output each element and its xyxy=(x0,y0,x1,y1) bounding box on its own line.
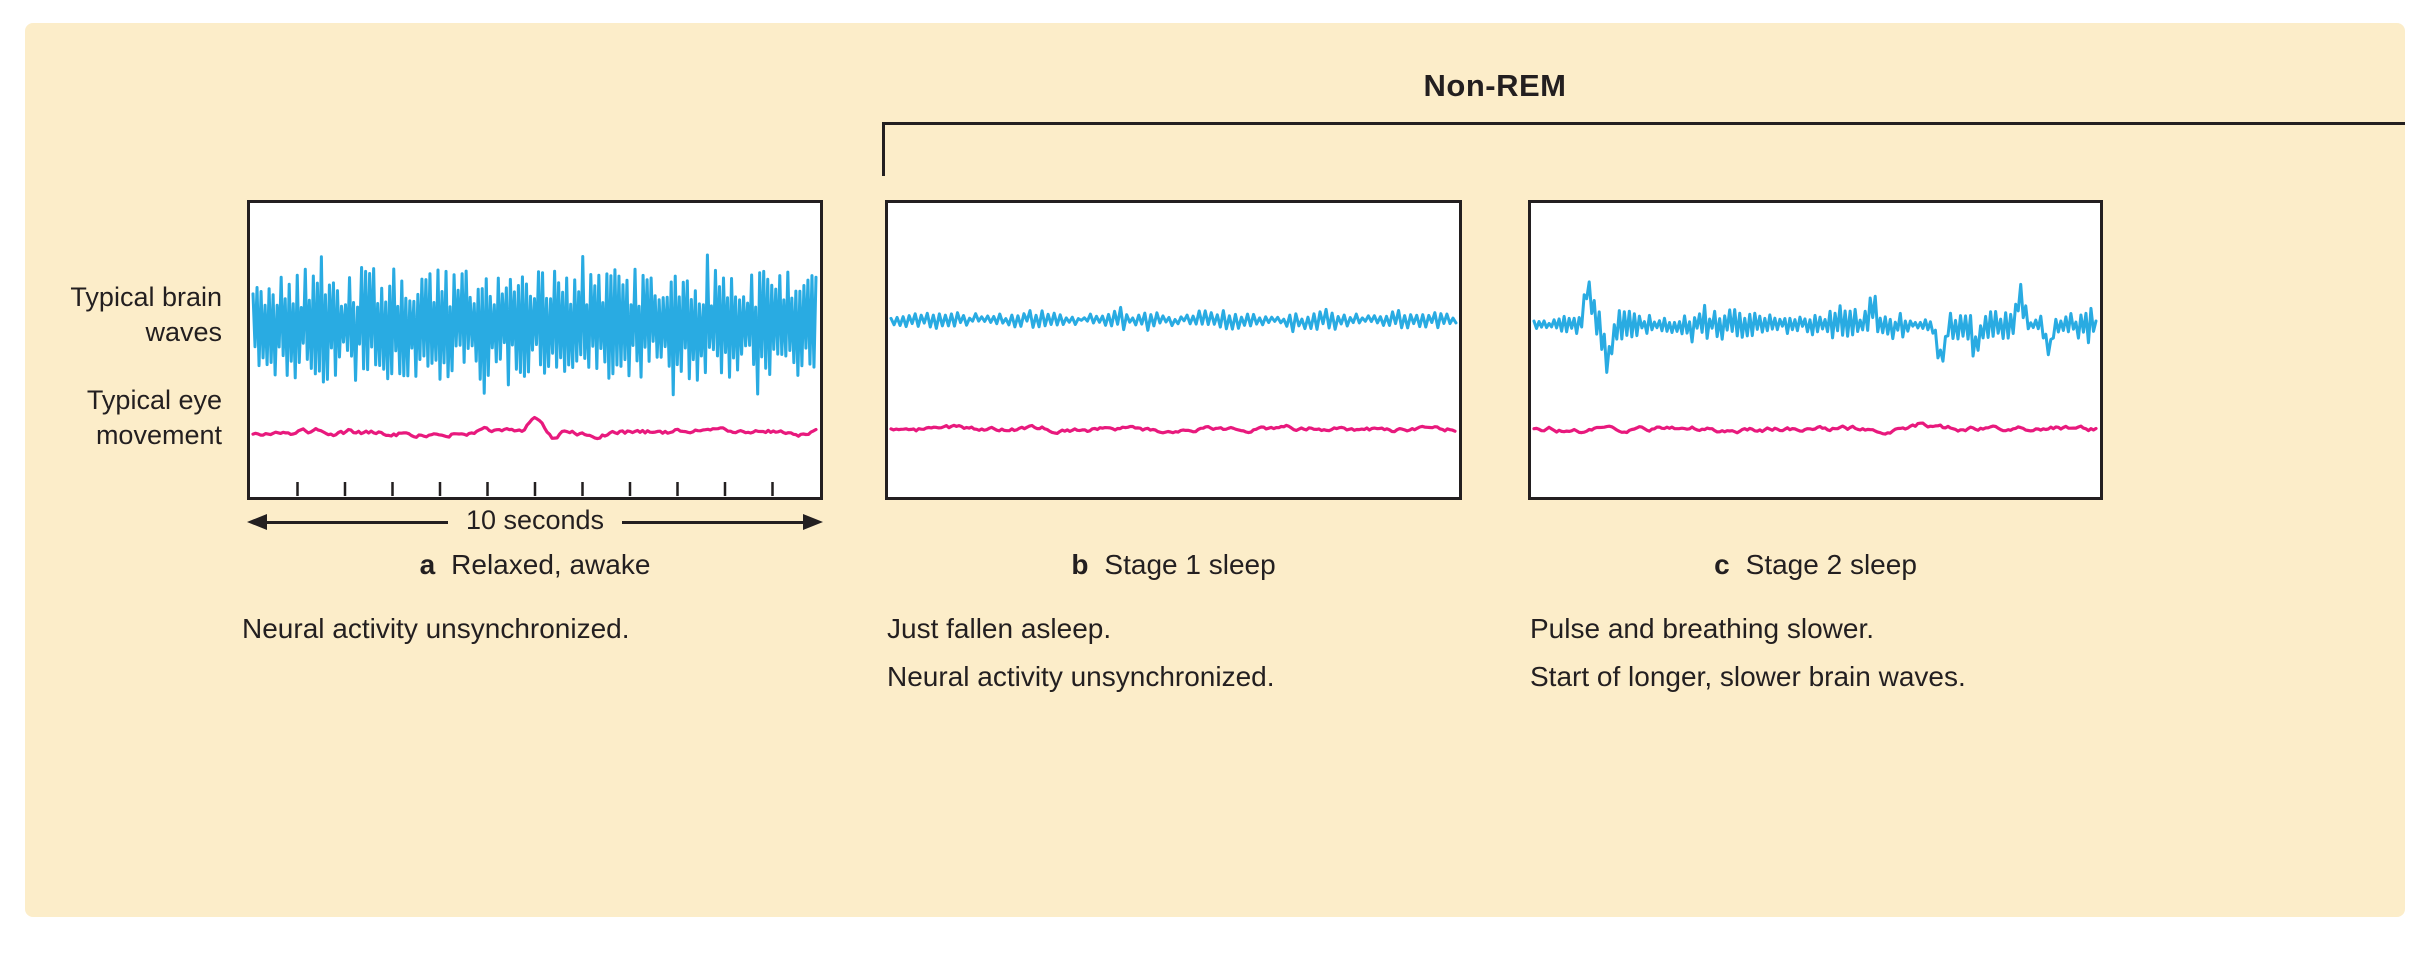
row-label-brain-waves: Typical brain waves xyxy=(70,282,222,347)
brain-wave-trace-b xyxy=(889,305,1458,334)
panel-c-letter: c xyxy=(1714,549,1730,580)
panel-a-title: Relaxed, awake xyxy=(451,549,651,580)
description-line: Pulse and breathing slower. xyxy=(1530,613,1874,644)
eye-movement-trace-a xyxy=(251,415,818,441)
panel-c-caption: c Stage 2 sleep xyxy=(1528,549,2103,581)
panel-b-title: Stage 1 sleep xyxy=(1104,549,1276,580)
brain-wave-trace-a xyxy=(251,253,818,397)
panel-a-description: Neural activity unsynchronized. xyxy=(242,605,630,653)
description-line: Neural activity unsynchronized. xyxy=(887,661,1275,692)
second-tick-marks xyxy=(296,482,774,496)
panel-c-chart xyxy=(1532,280,2098,436)
panel-b-description: Just fallen asleep. Neural activity unsy… xyxy=(887,605,1275,701)
eye-movement-trace-b xyxy=(889,423,1457,435)
description-line: Neural activity unsynchronized. xyxy=(242,613,630,644)
eeg-panel-b xyxy=(885,200,1462,500)
panel-a-letter: a xyxy=(419,549,436,580)
panel-b-chart xyxy=(889,305,1458,435)
scale-line-right xyxy=(622,520,804,524)
panel-b-letter: b xyxy=(1071,549,1089,580)
eeg-panel-c xyxy=(1528,200,2103,500)
panel-a-caption: a Relaxed, awake xyxy=(247,549,823,581)
non-rem-bracket-tick xyxy=(882,122,885,176)
arrow-right-icon xyxy=(803,514,824,530)
description-line: Just fallen asleep. xyxy=(887,613,1112,644)
panel-c-description: Pulse and breathing slower. Start of lon… xyxy=(1530,605,1966,701)
time-scale: 10 seconds xyxy=(247,504,824,536)
panel-c-title: Stage 2 sleep xyxy=(1745,549,1917,580)
row-label-eye-movement: Typical eye movement xyxy=(86,385,222,450)
time-scale-label: 10 seconds xyxy=(465,504,605,535)
description-line: Start of longer, slower brain waves. xyxy=(1530,661,1966,692)
brain-wave-trace-c xyxy=(1532,280,2098,374)
scale-line-left xyxy=(267,520,448,524)
eye-movement-trace-c xyxy=(1532,421,2098,436)
arrow-left-icon xyxy=(247,514,267,530)
non-rem-bracket-line xyxy=(882,122,2405,125)
eeg-panel-a xyxy=(247,200,823,500)
panel-a-chart xyxy=(251,253,818,496)
group-title-non-rem: Non-REM xyxy=(1423,68,1567,103)
panel-b-caption: b Stage 1 sleep xyxy=(885,549,1462,581)
